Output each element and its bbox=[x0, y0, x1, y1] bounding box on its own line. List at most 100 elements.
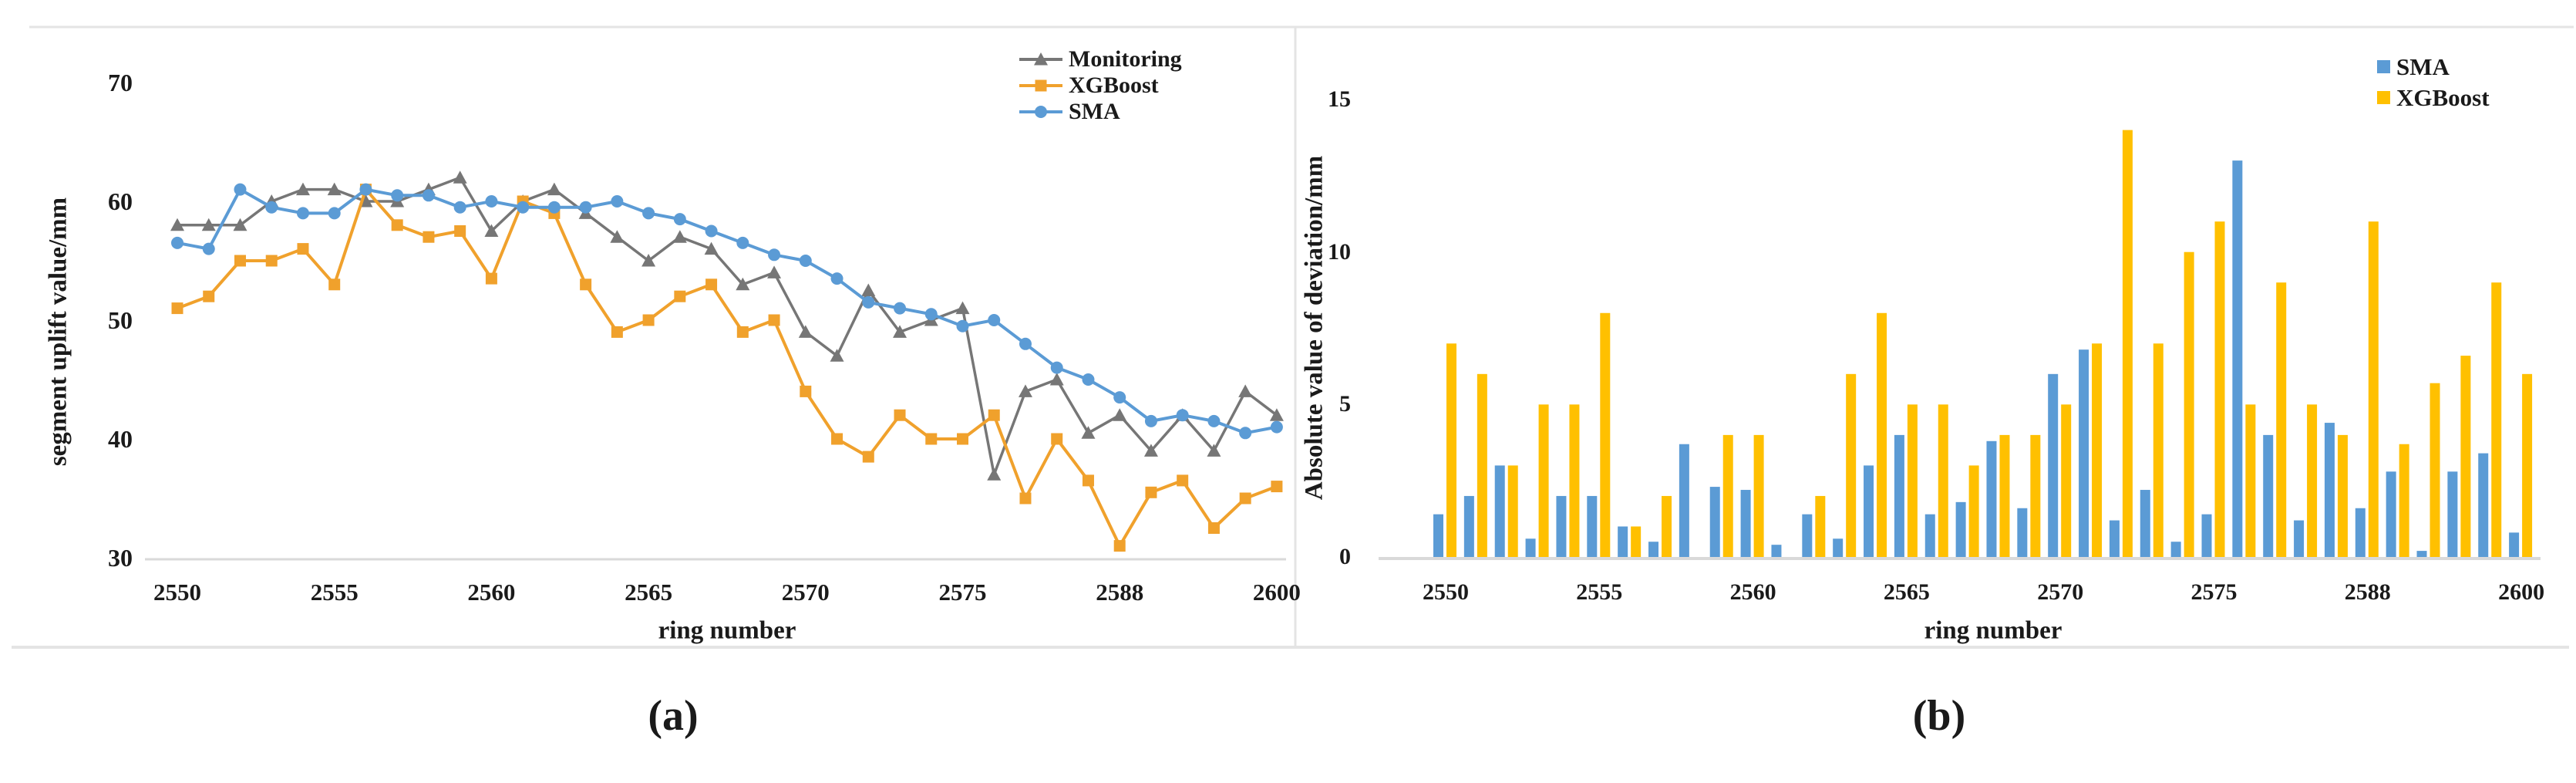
legend-label-sma: SMA bbox=[1069, 99, 1120, 124]
panel-a-legend: Monitoring XGBoost SMA bbox=[1018, 46, 1182, 125]
monitoring-marker bbox=[641, 254, 656, 267]
xgboost-bar bbox=[1722, 434, 1733, 557]
panel-a-x-tick-2588: 2588 bbox=[1096, 579, 1144, 606]
xgboost-bar bbox=[1877, 312, 1887, 557]
xgboost-marker bbox=[768, 314, 780, 326]
xgboost-bar bbox=[1538, 404, 1549, 557]
sma-bar bbox=[1771, 545, 1782, 557]
panel-b-x-tick-2600: 2600 bbox=[2498, 579, 2545, 605]
sma-bar bbox=[2170, 542, 2181, 557]
sma-marker bbox=[328, 207, 341, 220]
xgboost-marker bbox=[580, 278, 592, 291]
sma-marker bbox=[611, 195, 624, 208]
panel-a-x-tick-2600: 2600 bbox=[1252, 579, 1301, 606]
sma-marker bbox=[1239, 427, 1252, 440]
legend-label-sma-b: SMA bbox=[2396, 52, 2450, 80]
xgboost-marker bbox=[705, 278, 718, 291]
sma-legend-swatch-icon bbox=[2377, 59, 2390, 73]
sma-line bbox=[177, 187, 1278, 435]
xgboost-marker bbox=[1113, 540, 1126, 552]
xgboost-marker bbox=[1207, 522, 1220, 534]
panel-b-x-tick-2560: 2560 bbox=[1729, 579, 1776, 605]
sma-marker bbox=[1113, 391, 1126, 404]
sma-marker bbox=[453, 201, 466, 214]
sma-bar bbox=[1494, 465, 1505, 557]
xgboost-marker bbox=[297, 243, 309, 255]
panel-b-series-sma bbox=[1433, 160, 2520, 558]
xgboost-bar bbox=[2122, 130, 2133, 557]
xgboost-marker bbox=[265, 255, 278, 267]
xgboost-bar bbox=[2307, 404, 2318, 557]
subfigure-caption-a: (a) bbox=[648, 692, 699, 740]
sma-bar bbox=[2140, 490, 2150, 557]
legend-swatch-marker bbox=[1035, 106, 1047, 118]
sma-bar bbox=[1463, 495, 1474, 557]
panel-b-x-tick-2555: 2555 bbox=[1576, 579, 1623, 605]
sma-bar bbox=[1556, 495, 1567, 557]
sma-bar bbox=[2447, 471, 2458, 557]
xgboost-marker bbox=[957, 433, 968, 445]
monitoring-marker bbox=[327, 182, 342, 196]
monitoring-marker bbox=[672, 230, 687, 243]
legend-item-sma: SMA bbox=[1018, 99, 1182, 125]
sma-bar bbox=[1833, 538, 1844, 557]
xgboost-marker bbox=[894, 409, 906, 421]
xgboost-marker bbox=[611, 326, 623, 338]
xgboost-marker bbox=[925, 433, 938, 445]
sma-bar bbox=[1433, 514, 1443, 557]
sma-marker bbox=[862, 295, 875, 309]
sma-marker bbox=[391, 189, 404, 202]
monitoring-marker bbox=[1049, 373, 1064, 386]
sma-bar bbox=[1924, 514, 1935, 557]
subfigure-caption-b: (b) bbox=[1912, 692, 1966, 740]
sma-bar bbox=[1679, 444, 1689, 557]
panel-b-x-tick-2588: 2588 bbox=[2344, 579, 2391, 605]
sma-bar bbox=[1986, 440, 1997, 557]
xgboost-bar bbox=[1938, 404, 1948, 557]
xgboost-marker bbox=[1271, 481, 1283, 493]
monitoring-marker bbox=[1238, 384, 1253, 397]
legend-label-xgboost: XGBoost bbox=[1069, 73, 1159, 98]
xgboost-marker bbox=[736, 326, 749, 338]
sma-marker bbox=[894, 302, 907, 315]
panel-b-series-xgboost bbox=[1446, 130, 2533, 557]
monitoring-marker bbox=[610, 230, 625, 243]
monitoring-marker bbox=[1113, 408, 1127, 421]
xgboost-bar bbox=[2491, 282, 2502, 557]
xgboost-marker bbox=[862, 451, 874, 463]
sma-bar bbox=[1709, 487, 1720, 557]
sma-marker bbox=[359, 183, 372, 196]
panel-a-series-sma bbox=[171, 183, 1283, 440]
sma-bar bbox=[2386, 471, 2396, 557]
legend-item-xgboost-b: XGBoost bbox=[2377, 82, 2490, 113]
sma-marker bbox=[547, 201, 561, 214]
xgboost-marker bbox=[423, 231, 435, 243]
panel-a-x-axis-title: ring number bbox=[658, 616, 796, 645]
xgboost-legend-marker-icon bbox=[1019, 79, 1062, 92]
xgboost-marker bbox=[1239, 492, 1251, 505]
monitoring-marker bbox=[484, 224, 499, 237]
panel-b-x-tick-2570: 2570 bbox=[2037, 579, 2084, 605]
xgboost-bar bbox=[2276, 282, 2287, 557]
sma-bar bbox=[1587, 495, 1598, 557]
sma-marker bbox=[642, 207, 655, 220]
xgboost-bar bbox=[2460, 356, 2471, 557]
xgboost-bar bbox=[1631, 526, 1642, 557]
panel-a-y-tick-70: 70 bbox=[108, 69, 133, 96]
sma-marker bbox=[1050, 361, 1063, 374]
monitoring-marker bbox=[767, 265, 782, 278]
sma-marker bbox=[830, 272, 844, 285]
panel-b-x-axis-title: ring number bbox=[1924, 616, 2062, 645]
xgboost-marker bbox=[391, 219, 403, 231]
panel-a-y-tick-30: 30 bbox=[108, 544, 133, 572]
xgboost-marker bbox=[234, 255, 246, 267]
panel-a-y-tick-40: 40 bbox=[108, 425, 133, 453]
xgboost-bar bbox=[2092, 343, 2103, 557]
monitoring-marker bbox=[893, 325, 907, 338]
panel-a-x-tick-2550: 2550 bbox=[153, 579, 201, 606]
panel-b-y-tick-15: 15 bbox=[1328, 86, 1351, 113]
xgboost-bar bbox=[2368, 221, 2379, 557]
sma-marker bbox=[1176, 409, 1189, 422]
sma-marker bbox=[579, 201, 592, 214]
